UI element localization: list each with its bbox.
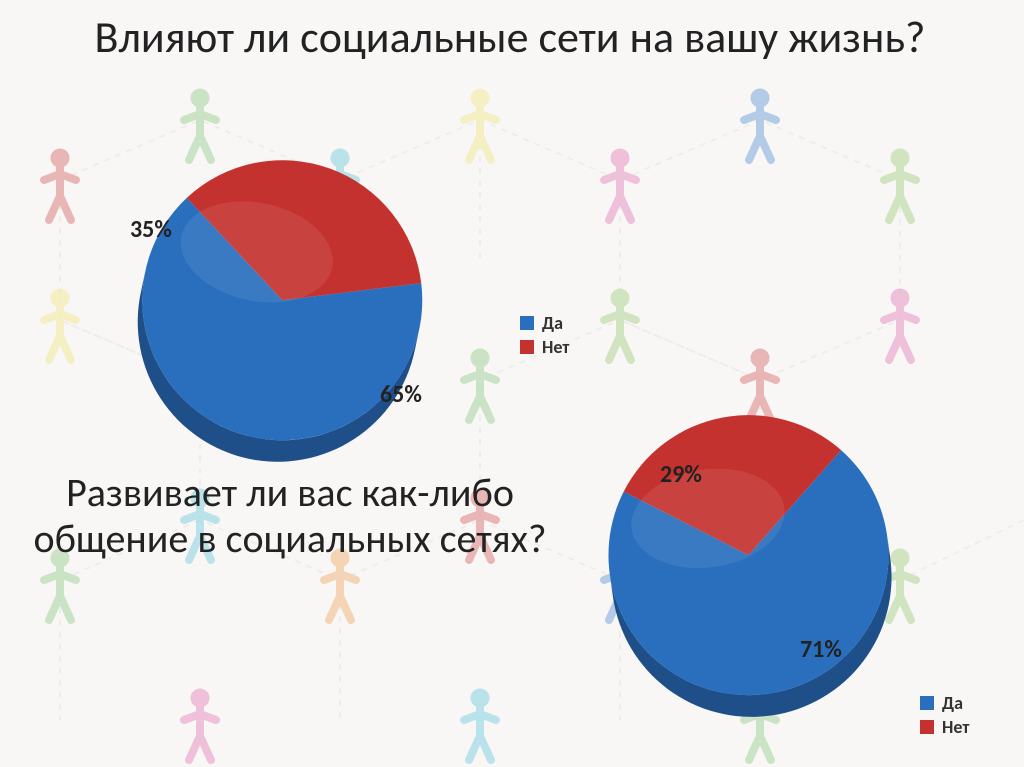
pie2-label-no: 29% [660,460,702,489]
legend-label: Да [942,692,963,714]
question-1-title: Влияют ли социальные сети на вашу жизнь? [80,12,940,63]
pie2-label-yes: 71% [800,635,842,664]
legend-2-no: Нет [920,716,969,738]
legend-label: Да [542,312,563,334]
legend-2-yes: Да [920,692,969,714]
legend-label: Нет [942,716,969,738]
legend-1-no: Нет [520,336,569,358]
slide: Влияют ли социальные сети на вашу жизнь?… [0,0,1024,767]
legend-1-yes: Да [520,312,569,334]
legend-label: Нет [542,336,569,358]
legend-swatch-yes-icon [520,316,534,330]
pie-chart-1 [130,150,430,472]
legend-swatch-no-icon [920,720,934,734]
legend-2: Да Нет [920,690,969,740]
pie-chart-2 [600,405,900,727]
pie1-label-yes: 65% [380,380,422,409]
legend-swatch-yes-icon [920,696,934,710]
legend-swatch-no-icon [520,340,534,354]
legend-1: Да Нет [520,310,569,360]
question-2-title: Развивает ли вас как-либо общение в соци… [30,470,550,562]
pie1-label-no: 35% [130,215,172,244]
